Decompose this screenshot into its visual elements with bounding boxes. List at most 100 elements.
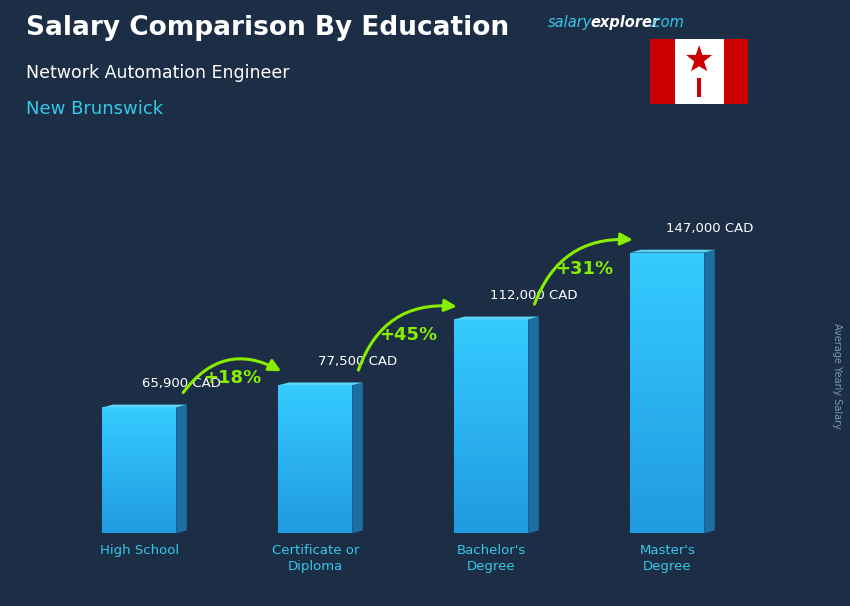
- Bar: [631, 323, 705, 327]
- Bar: [455, 451, 528, 455]
- Bar: [278, 410, 352, 413]
- Bar: [631, 487, 705, 491]
- Bar: [102, 510, 176, 512]
- Bar: [278, 496, 352, 499]
- Bar: [278, 402, 352, 405]
- Bar: [631, 356, 705, 360]
- Bar: [278, 395, 352, 398]
- Bar: [102, 514, 176, 516]
- Bar: [278, 425, 352, 427]
- Bar: [455, 465, 528, 469]
- Bar: [278, 504, 352, 506]
- Bar: [102, 439, 176, 441]
- Bar: [102, 512, 176, 514]
- Bar: [102, 483, 176, 485]
- Bar: [631, 332, 705, 337]
- Bar: [631, 285, 705, 290]
- Bar: [631, 262, 705, 267]
- Bar: [631, 463, 705, 468]
- Text: Average Yearly Salary: Average Yearly Salary: [832, 323, 842, 428]
- Bar: [278, 511, 352, 513]
- Bar: [455, 398, 528, 401]
- Bar: [455, 516, 528, 519]
- Bar: [455, 337, 528, 341]
- Bar: [102, 525, 176, 527]
- Bar: [278, 398, 352, 400]
- Bar: [631, 295, 705, 299]
- Bar: [455, 530, 528, 533]
- Polygon shape: [631, 250, 715, 253]
- Bar: [278, 444, 352, 447]
- Text: New Brunswick: New Brunswick: [26, 100, 162, 118]
- Bar: [102, 420, 176, 422]
- Bar: [278, 474, 352, 476]
- Bar: [102, 493, 176, 496]
- Bar: [631, 477, 705, 482]
- Bar: [631, 271, 705, 276]
- Bar: [631, 435, 705, 440]
- Text: salary: salary: [548, 15, 592, 30]
- Bar: [278, 439, 352, 442]
- Bar: [455, 419, 528, 423]
- Bar: [102, 491, 176, 493]
- Bar: [631, 473, 705, 477]
- Bar: [278, 393, 352, 395]
- Bar: [631, 351, 705, 356]
- Bar: [631, 384, 705, 388]
- Bar: [278, 415, 352, 418]
- Bar: [278, 528, 352, 531]
- Bar: [455, 348, 528, 351]
- Bar: [102, 435, 176, 437]
- Bar: [102, 450, 176, 451]
- Text: 77,500 CAD: 77,500 CAD: [318, 355, 397, 368]
- Bar: [455, 448, 528, 451]
- Bar: [455, 437, 528, 441]
- Bar: [102, 519, 176, 521]
- Bar: [278, 508, 352, 511]
- Bar: [631, 444, 705, 449]
- Bar: [631, 528, 705, 533]
- Bar: [631, 416, 705, 421]
- Bar: [102, 489, 176, 491]
- Polygon shape: [528, 316, 539, 533]
- Bar: [455, 462, 528, 465]
- Text: .com: .com: [648, 15, 683, 30]
- Bar: [278, 521, 352, 524]
- Bar: [455, 319, 528, 323]
- Bar: [102, 458, 176, 460]
- Bar: [102, 496, 176, 498]
- Bar: [650, 39, 675, 104]
- Bar: [102, 485, 176, 487]
- Bar: [102, 464, 176, 466]
- Bar: [631, 407, 705, 411]
- Bar: [455, 334, 528, 337]
- Bar: [631, 388, 705, 393]
- Bar: [102, 456, 176, 458]
- Bar: [278, 459, 352, 462]
- Bar: [455, 401, 528, 405]
- Bar: [102, 447, 176, 450]
- Bar: [631, 318, 705, 323]
- Bar: [102, 443, 176, 445]
- Bar: [278, 400, 352, 402]
- Bar: [631, 411, 705, 416]
- Bar: [278, 499, 352, 501]
- Bar: [631, 341, 705, 346]
- Bar: [455, 484, 528, 487]
- Bar: [455, 526, 528, 530]
- Bar: [631, 257, 705, 262]
- Bar: [455, 480, 528, 484]
- Bar: [278, 524, 352, 526]
- Bar: [102, 433, 176, 435]
- Bar: [455, 344, 528, 348]
- Bar: [455, 498, 528, 501]
- Bar: [631, 346, 705, 351]
- Bar: [631, 393, 705, 398]
- Bar: [631, 337, 705, 341]
- Bar: [102, 445, 176, 447]
- Bar: [455, 323, 528, 327]
- Bar: [455, 508, 528, 512]
- Bar: [278, 430, 352, 432]
- Bar: [102, 428, 176, 430]
- Bar: [631, 491, 705, 496]
